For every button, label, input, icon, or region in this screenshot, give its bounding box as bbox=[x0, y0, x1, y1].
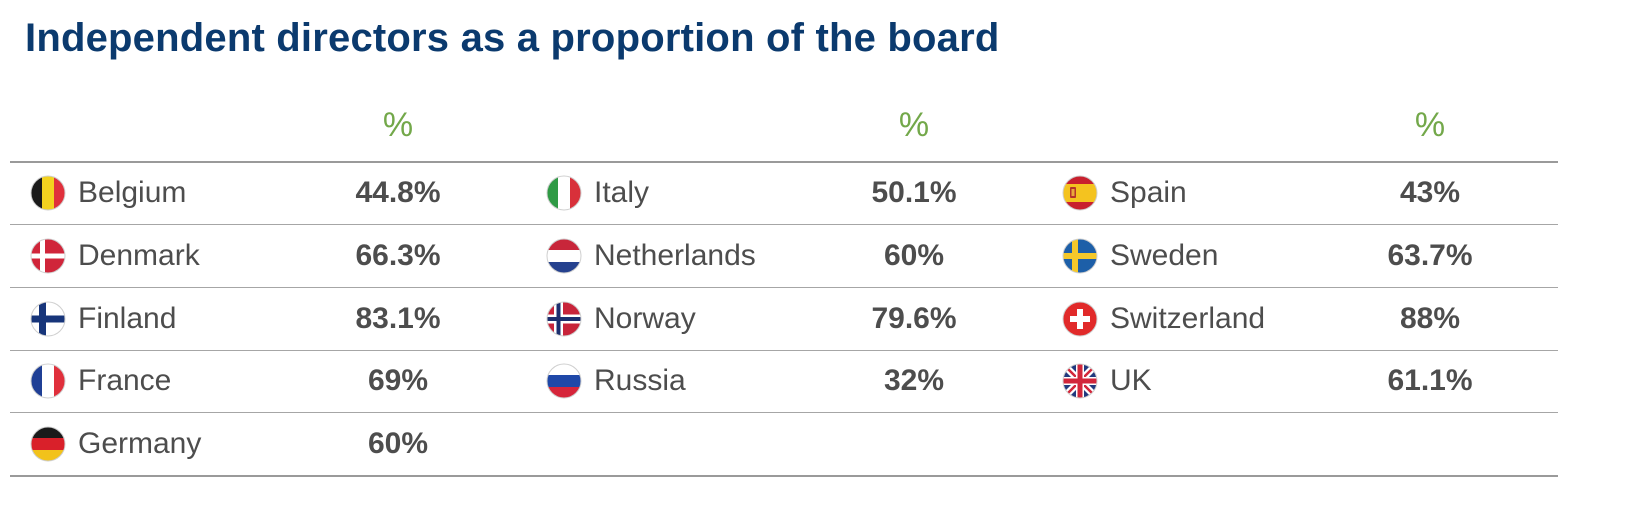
country-label: Norway bbox=[594, 301, 696, 335]
country-label: Russia bbox=[594, 364, 686, 398]
column-header-percent-1: % bbox=[382, 106, 414, 144]
country-label: France bbox=[78, 364, 172, 398]
table-row: Italy 50.1% bbox=[526, 162, 1026, 224]
country-label: UK bbox=[1110, 364, 1152, 398]
table-row: Spain 43% bbox=[1042, 162, 1542, 224]
row-divider-3 bbox=[10, 350, 1558, 351]
value-label: 69% bbox=[367, 364, 429, 398]
value-label: 83.1% bbox=[355, 301, 441, 335]
country-label: Sweden bbox=[1110, 238, 1219, 272]
table-row: Sweden 63.7% bbox=[1042, 225, 1542, 287]
table-row: Norway 79.6% bbox=[526, 288, 1026, 350]
switzerland-flag-icon bbox=[1062, 301, 1098, 337]
column-header-percent-2: % bbox=[898, 106, 930, 144]
value-label: 79.6% bbox=[871, 301, 957, 335]
country-label: Denmark bbox=[78, 238, 200, 272]
table-top-rule bbox=[10, 161, 1558, 163]
value-label: 63.7% bbox=[1387, 238, 1473, 272]
finland-flag-icon bbox=[30, 301, 66, 337]
sweden-flag-icon bbox=[1062, 238, 1098, 274]
value-label: 60% bbox=[883, 238, 945, 272]
chart-title: Independent directors as a proportion of… bbox=[25, 16, 1000, 60]
country-label: Germany bbox=[78, 427, 202, 461]
table-row: Belgium 44.8% bbox=[10, 162, 510, 224]
denmark-flag-icon bbox=[30, 238, 66, 274]
belgium-flag-icon bbox=[30, 175, 66, 211]
row-divider-4 bbox=[10, 412, 1558, 413]
country-label: Italy bbox=[594, 176, 650, 209]
table-row: Germany 60% bbox=[10, 413, 510, 475]
value-label: 44.8% bbox=[355, 176, 441, 209]
table-row: Finland 83.1% bbox=[10, 288, 510, 350]
france-flag-icon bbox=[30, 363, 66, 399]
italy-flag-icon bbox=[546, 175, 582, 211]
table-row: Netherlands 60% bbox=[526, 225, 1026, 287]
value-label: 88% bbox=[1399, 301, 1461, 335]
table-row: Denmark 66.3% bbox=[10, 225, 510, 287]
russia-flag-icon bbox=[546, 363, 582, 399]
value-label: 50.1% bbox=[871, 176, 957, 209]
country-label: Switzerland bbox=[1110, 301, 1266, 335]
uk-flag-icon bbox=[1062, 363, 1098, 399]
row-divider-2 bbox=[10, 287, 1558, 288]
value-label: 66.3% bbox=[355, 238, 441, 272]
value-label: 32% bbox=[883, 364, 945, 398]
country-label: Netherlands bbox=[594, 238, 756, 272]
table-row: Switzerland 88% bbox=[1042, 288, 1542, 350]
table-row: France 69% bbox=[10, 350, 510, 412]
table-bottom-rule bbox=[10, 475, 1558, 477]
value-label: 61.1% bbox=[1387, 364, 1473, 398]
country-label: Spain bbox=[1110, 176, 1187, 209]
value-label: 60% bbox=[367, 427, 429, 461]
country-label: Finland bbox=[78, 301, 177, 335]
row-divider-1 bbox=[10, 224, 1558, 225]
country-label: Belgium bbox=[78, 176, 187, 209]
netherlands-flag-icon bbox=[546, 238, 582, 274]
column-header-percent-3: % bbox=[1414, 106, 1446, 144]
table-row: Russia 32% bbox=[526, 350, 1026, 412]
germany-flag-icon bbox=[30, 426, 66, 462]
table-row: UK 61.1% bbox=[1042, 350, 1542, 412]
spain-flag-icon bbox=[1062, 175, 1098, 211]
value-label: 43% bbox=[1399, 176, 1461, 209]
norway-flag-icon bbox=[546, 301, 582, 337]
